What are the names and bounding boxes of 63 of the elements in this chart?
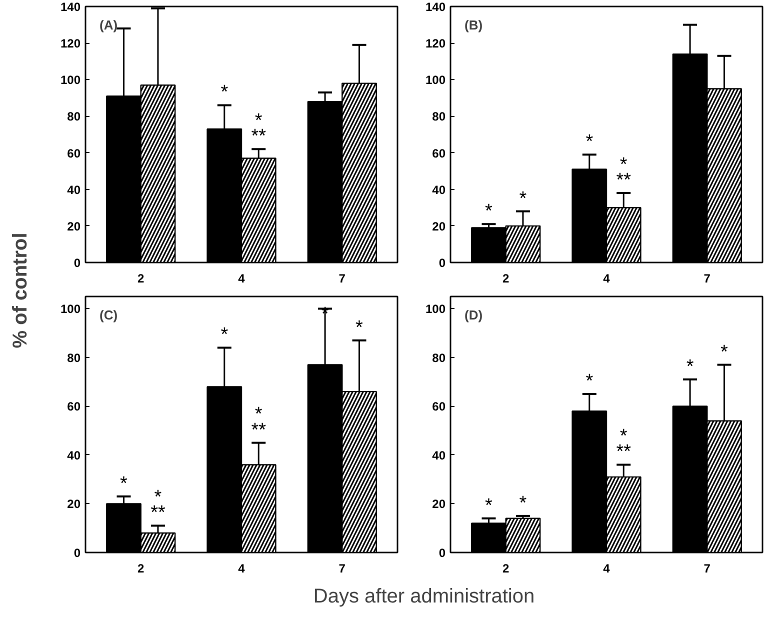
data-label: * ** [616, 426, 632, 463]
y-tick-label: 60 [67, 146, 81, 160]
data-label: * [519, 492, 528, 514]
text: (A) [100, 18, 118, 32]
y-tick-label: 0 [438, 546, 446, 560]
y-tick-label: 40 [432, 448, 446, 462]
y-tick-label: 100 [425, 302, 446, 316]
y-tick-label: 20 [432, 497, 446, 512]
data-label: * [586, 132, 594, 153]
data-label: * [485, 495, 494, 516]
x-tick-label: 7 [704, 272, 711, 286]
data-label: * ** [616, 154, 632, 192]
y-tick-label: 80 [432, 350, 446, 365]
data-label: * [586, 371, 594, 392]
x-axis-title: Days after administration [313, 586, 535, 608]
y-tick-label: 60 [67, 400, 81, 414]
data-label: * ** [251, 110, 267, 148]
data-label: * [485, 201, 494, 222]
x-tick-label: 2 [138, 272, 145, 286]
data-label: * ** [251, 404, 267, 441]
data-label: * [519, 188, 528, 210]
data-label: * [720, 342, 729, 363]
x-tick-label: 4 [603, 272, 610, 286]
text: (C) [100, 308, 118, 322]
y-tick-label: 100 [425, 73, 446, 88]
x-tick-label: 7 [338, 562, 346, 576]
data-label: * [220, 82, 229, 104]
data-label: * ** [150, 486, 166, 524]
y-tick-label: 20 [67, 497, 81, 512]
x-tick-label: 2 [138, 562, 145, 576]
x-tick-label: 7 [704, 562, 711, 576]
y-tick-label: 100 [60, 73, 81, 88]
y-tick-label: 40 [67, 448, 81, 462]
y-tick-label: 120 [60, 36, 81, 51]
x-tick-label: 4 [603, 562, 610, 576]
y-tick-label: 20 [67, 219, 81, 234]
y-tick-label: 80 [67, 110, 81, 124]
y-tick-label: 140 [60, 0, 81, 14]
y-tick-label: 60 [432, 400, 446, 414]
data-label: * [356, 317, 364, 338]
y-tick-label: 40 [67, 182, 81, 197]
y-tick-label: 80 [432, 110, 446, 124]
y-tick-label: 140 [425, 0, 446, 14]
x-tick-label: 2 [502, 562, 510, 576]
text: (D) [464, 308, 483, 322]
y-tick-label: 100 [60, 302, 81, 316]
y-tick-label: 60 [432, 146, 446, 160]
text: (B) [464, 18, 483, 32]
y-tick-label: 0 [74, 546, 81, 560]
data-label: * [220, 324, 229, 346]
y-tick-label: 0 [438, 256, 446, 270]
y-tick-label: 0 [74, 256, 81, 270]
x-tick-label: 4 [238, 272, 246, 286]
y-axis-title: % of control [10, 232, 32, 348]
y-tick-label: 80 [67, 350, 81, 365]
data-label: * [686, 356, 694, 378]
y-tick-label: 120 [425, 36, 446, 51]
x-tick-label: 2 [502, 272, 510, 286]
data-label: * [120, 473, 128, 494]
y-tick-label: 40 [432, 182, 446, 197]
x-tick-label: 4 [238, 562, 246, 576]
y-tick-label: 20 [432, 219, 446, 234]
x-tick-label: 7 [338, 272, 346, 286]
